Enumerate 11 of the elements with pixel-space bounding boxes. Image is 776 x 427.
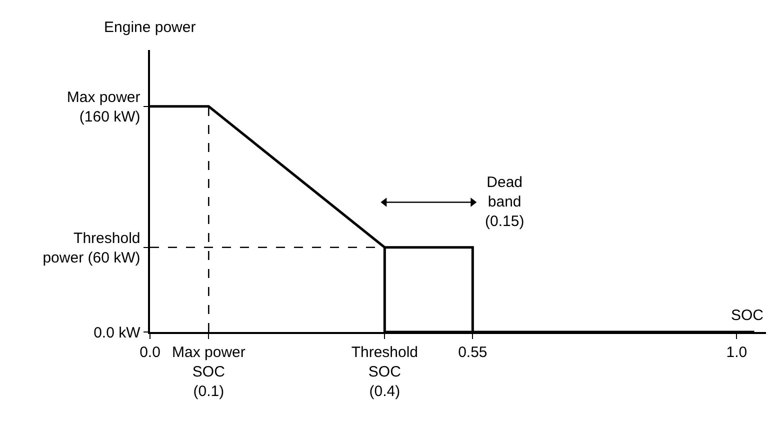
x-axis-title: SOC	[731, 307, 764, 324]
x-tick-label: 0.55	[458, 344, 488, 361]
x-tick-label: 1.0	[726, 344, 748, 361]
x-tick-label: Max power SOC (0.1)	[172, 344, 246, 400]
x-tick-label: 0.0	[140, 344, 160, 361]
y-tick-label: 0.0 kW	[94, 324, 142, 342]
y-axis-title: Engine power	[104, 19, 196, 36]
y-tick-label: Threshold power (60 kW)	[42, 230, 140, 266]
y-tick-label: Max power (160 kW)	[66, 88, 140, 126]
annotation: Dead band (0.15)	[485, 174, 524, 230]
x-tick-label: Threshold SOC (0.4)	[351, 344, 418, 400]
